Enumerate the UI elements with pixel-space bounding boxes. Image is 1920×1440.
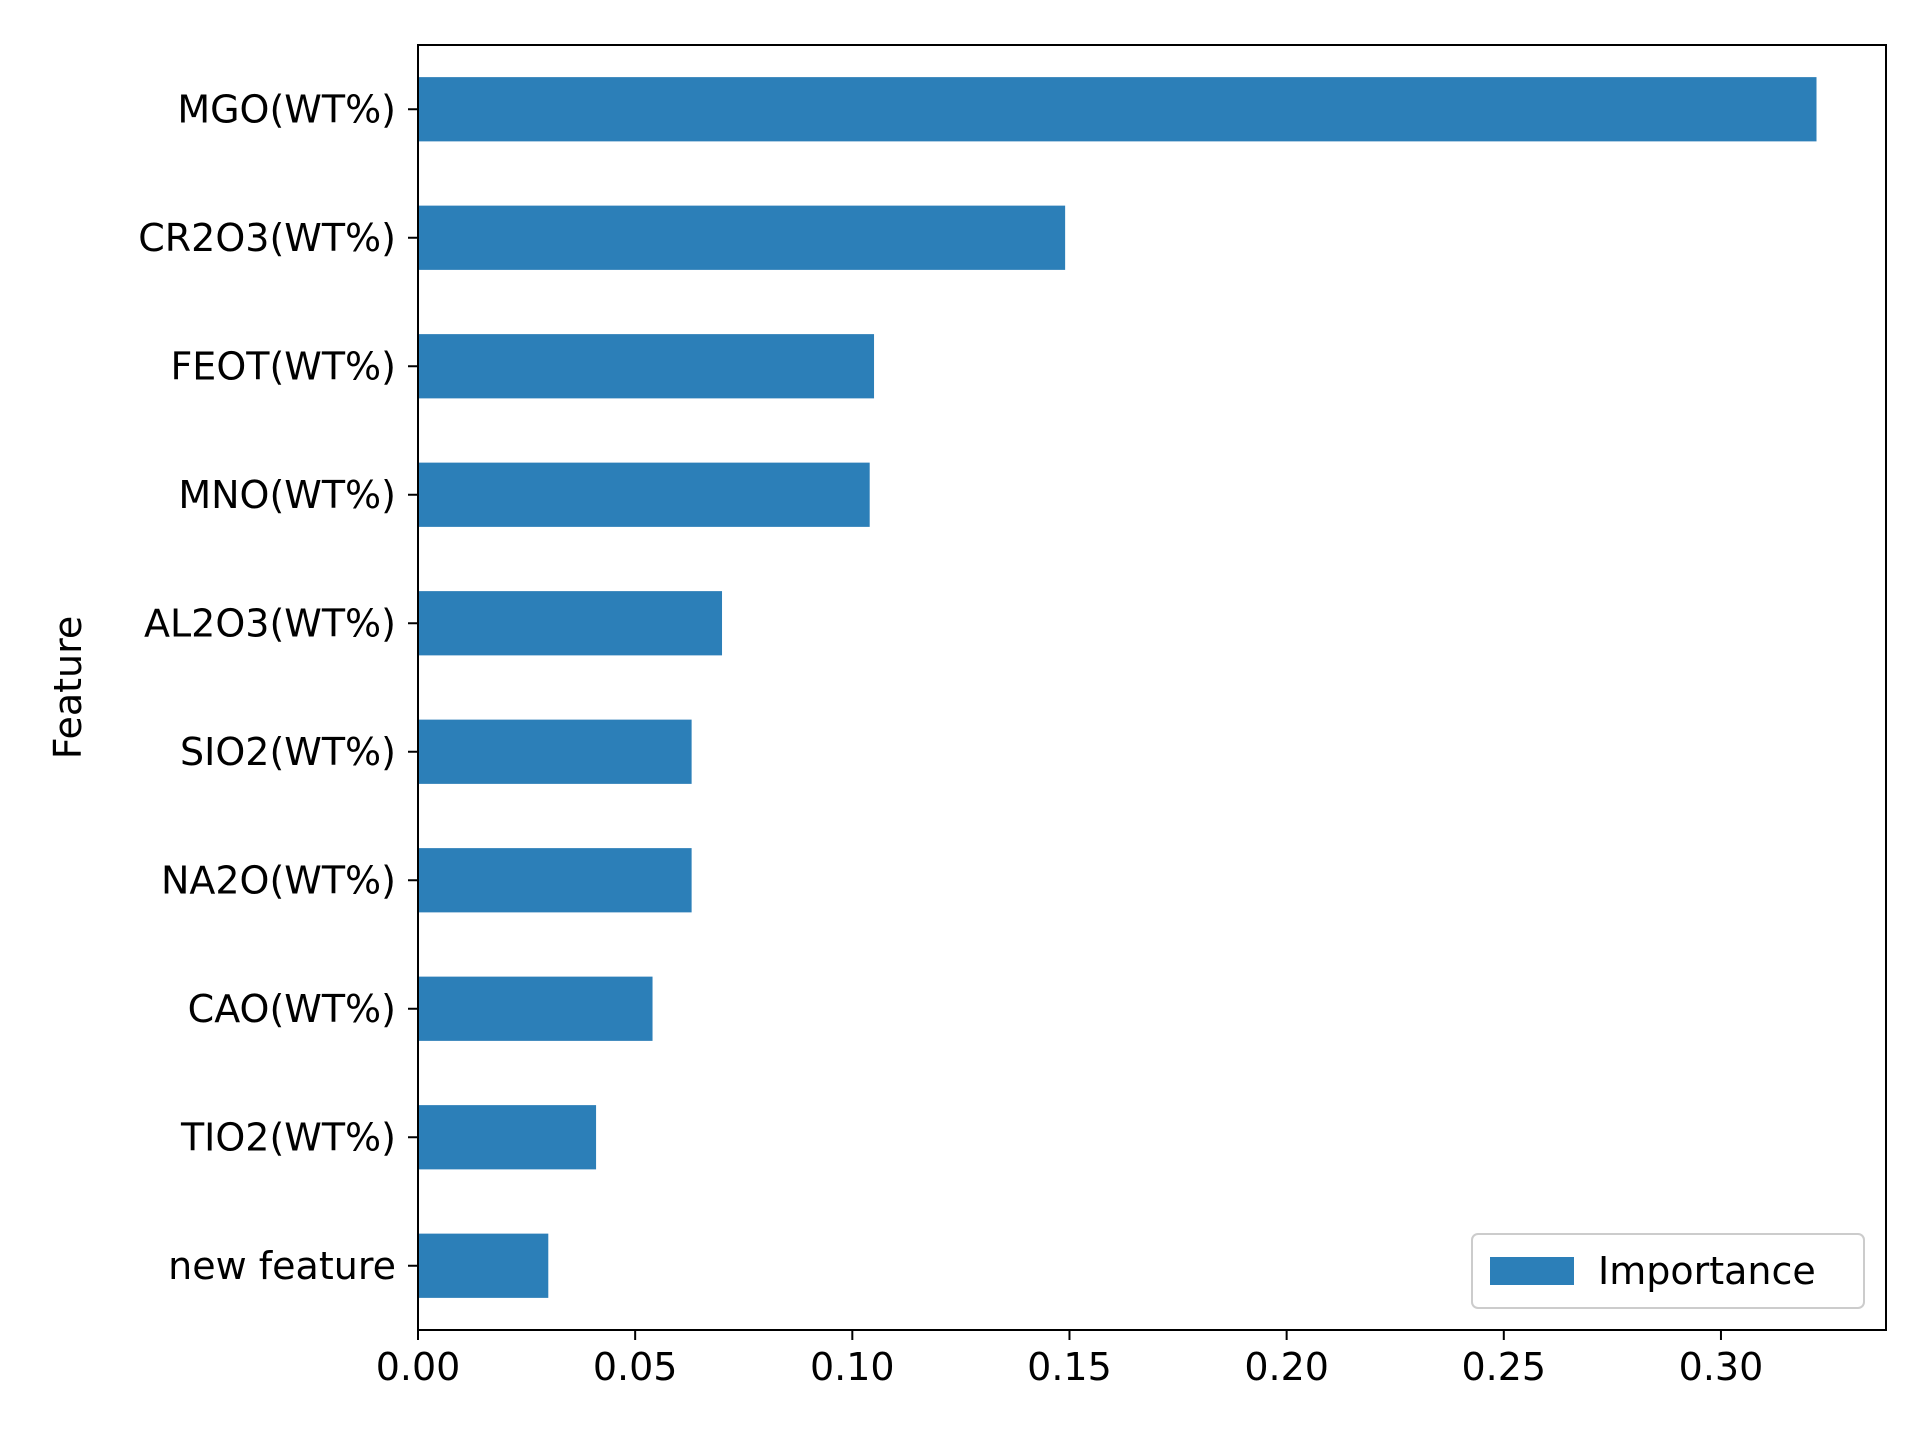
y-tick-label-7: FEOT(WT%): [170, 344, 396, 388]
x-tick-label-6: 0.30: [1679, 1345, 1764, 1389]
x-tick-label-4: 0.20: [1244, 1345, 1329, 1389]
y-tick-label-1: TIO2(WT%): [180, 1115, 396, 1159]
x-axis-ticks: 0.00 0.05 0.10 0.15 0.20 0.25 0.30: [376, 1330, 1764, 1389]
bar-3: [418, 848, 692, 913]
y-tick-label-3: NA2O(WT%): [161, 858, 396, 902]
bar-9: [418, 77, 1817, 142]
y-tick-label-2: CAO(WT%): [188, 987, 396, 1031]
y-tick-label-9: MGO(WT%): [177, 87, 396, 131]
y-axis-label: Feature: [46, 616, 90, 760]
legend-label: Importance: [1598, 1249, 1816, 1293]
bar-8: [418, 205, 1066, 270]
y-axis-ticks: new feature TIO2(WT%) CAO(WT%) NA2O(WT%) SIO…: [138, 87, 418, 1288]
legend-swatch: [1490, 1257, 1574, 1285]
plot-frame: [417, 44, 1887, 1331]
y-tick-label-4: SIO2(WT%): [180, 730, 396, 774]
x-tick-label-2: 0.10: [810, 1345, 895, 1389]
x-tick-label-1: 0.05: [593, 1345, 678, 1389]
y-tick-label-6: MNO(WT%): [178, 473, 396, 517]
bar-1: [418, 1105, 597, 1170]
legend: Importance: [1471, 1233, 1865, 1309]
legend-box: [1471, 1233, 1865, 1309]
x-tick-label-3: 0.15: [1027, 1345, 1112, 1389]
bar-7: [418, 334, 875, 399]
bar-5: [418, 591, 723, 656]
x-tick-label-0: 0.00: [376, 1345, 461, 1389]
y-tick-label-5: AL2O3(WT%): [144, 601, 396, 645]
bars-layer: [418, 77, 1817, 1298]
x-tick-label-5: 0.25: [1461, 1345, 1546, 1389]
y-tick-label-0: new feature: [168, 1244, 396, 1288]
bar-4: [418, 719, 692, 784]
y-tick-label-8: CR2O3(WT%): [138, 216, 396, 260]
bar-0: [418, 1233, 549, 1298]
bar-6: [418, 462, 870, 527]
bar-2: [418, 976, 653, 1041]
